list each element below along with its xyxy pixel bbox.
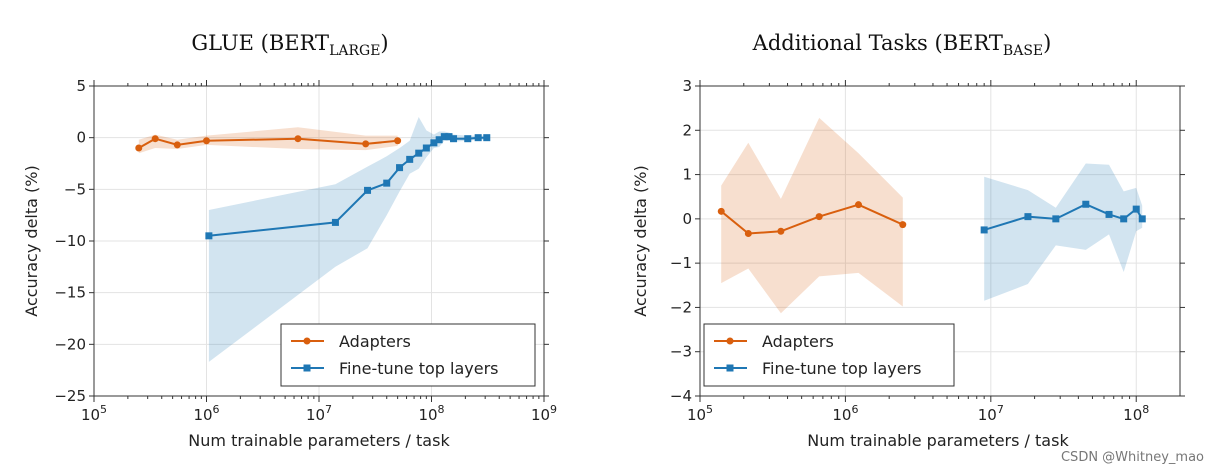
x-tick-label: 108 bbox=[1123, 403, 1149, 424]
point-finetune bbox=[435, 136, 443, 144]
band-adapters bbox=[721, 117, 903, 314]
y-tick-label: −15 bbox=[54, 284, 86, 302]
point-finetune bbox=[445, 133, 453, 141]
point-adapters bbox=[135, 144, 143, 152]
point-adapters bbox=[362, 140, 370, 148]
y-tick-label: −3 bbox=[670, 343, 692, 361]
point-finetune bbox=[980, 226, 988, 234]
legend-finetune-label: Fine-tune top layers bbox=[762, 359, 922, 378]
chart-additional-bands bbox=[721, 117, 1143, 314]
point-finetune bbox=[1138, 215, 1146, 223]
point-finetune bbox=[464, 135, 472, 143]
point-adapters bbox=[854, 201, 862, 209]
point-finetune bbox=[1105, 210, 1113, 218]
y-tick-label: 0 bbox=[76, 129, 86, 147]
point-finetune bbox=[1024, 213, 1032, 221]
line-adapters bbox=[720, 203, 904, 235]
point-finetune bbox=[396, 164, 404, 172]
legend-finetune-marker bbox=[726, 364, 734, 372]
x-tick-label: 108 bbox=[418, 403, 444, 424]
chart-additional-xlabel: Num trainable parameters / task bbox=[807, 431, 1069, 450]
x-tick-label: 107 bbox=[978, 403, 1004, 424]
y-tick-label: 0 bbox=[682, 210, 692, 228]
y-tick-label: −25 bbox=[54, 387, 86, 405]
chart-glue-legend: Adapters Fine-tune top layers bbox=[280, 323, 536, 387]
point-adapters bbox=[151, 135, 159, 143]
line-finetune bbox=[208, 135, 487, 237]
band-finetune bbox=[984, 163, 1143, 301]
point-adapters bbox=[744, 229, 752, 237]
chart-glue-xlabel: Num trainable parameters / task bbox=[188, 431, 450, 450]
legend-finetune-marker bbox=[303, 364, 311, 372]
legend-finetune-label: Fine-tune top layers bbox=[339, 359, 499, 378]
point-finetune bbox=[474, 134, 482, 142]
chart-glue-ylabel: Accuracy delta (%) bbox=[22, 165, 41, 316]
point-finetune bbox=[483, 134, 491, 142]
point-finetune bbox=[1120, 215, 1128, 223]
point-adapters bbox=[294, 135, 302, 143]
x-tick-label: 109 bbox=[531, 403, 557, 424]
point-finetune bbox=[331, 218, 339, 226]
chart-additional-ylabel: Accuracy delta (%) bbox=[631, 165, 650, 316]
point-finetune bbox=[1052, 215, 1060, 223]
point-finetune bbox=[440, 133, 448, 141]
point-finetune bbox=[430, 139, 438, 147]
y-tick-label: −10 bbox=[54, 232, 86, 250]
chart-additional-frame bbox=[699, 85, 1181, 397]
x-tick-label: 106 bbox=[832, 403, 858, 424]
y-tick-label: −20 bbox=[54, 335, 86, 353]
point-finetune bbox=[450, 135, 458, 143]
legend-adapters-marker bbox=[726, 337, 734, 345]
y-tick-label: −4 bbox=[670, 387, 692, 405]
point-finetune bbox=[1132, 205, 1140, 213]
chart-glue-title: GLUE (BERTLARGE) bbox=[191, 31, 388, 59]
legend-adapters-marker bbox=[303, 337, 311, 345]
chart-additional-legend: Adapters Fine-tune top layers bbox=[703, 323, 955, 387]
x-tick-label: 107 bbox=[306, 403, 332, 424]
y-tick-label: 5 bbox=[76, 77, 86, 95]
point-adapters bbox=[899, 221, 907, 229]
legend-adapters-label: Adapters bbox=[339, 332, 411, 351]
y-tick-label: 2 bbox=[682, 121, 692, 139]
y-tick-label: −5 bbox=[64, 180, 86, 198]
y-tick-label: 3 bbox=[682, 77, 692, 95]
point-finetune bbox=[415, 149, 423, 157]
legend-adapters-label: Adapters bbox=[762, 332, 834, 351]
point-finetune bbox=[422, 144, 430, 152]
point-adapters bbox=[815, 213, 823, 221]
point-finetune bbox=[383, 179, 391, 187]
legend-box bbox=[703, 323, 955, 387]
point-finetune bbox=[406, 155, 414, 163]
chart-glue-markers bbox=[135, 133, 491, 240]
chart-additional-tasks: Additional Tasks (BERTBASE) 3 2 1 0 −1 −2 −3 −4… bbox=[631, 31, 1185, 450]
x-tick-label: 106 bbox=[193, 403, 219, 424]
point-adapters bbox=[394, 137, 402, 145]
point-adapters bbox=[173, 141, 181, 149]
chart-additional-markers bbox=[717, 200, 1146, 237]
y-tick-label: −2 bbox=[670, 298, 692, 316]
y-tick-label: −1 bbox=[670, 254, 692, 272]
point-finetune bbox=[364, 186, 372, 194]
chart-additional-title: Additional Tasks (BERTBASE) bbox=[752, 31, 1052, 59]
point-adapters bbox=[717, 207, 725, 215]
band-finetune bbox=[208, 117, 487, 362]
point-adapters bbox=[203, 137, 210, 145]
point-adapters bbox=[777, 227, 785, 235]
x-tick-label: 105 bbox=[687, 403, 713, 424]
point-finetune bbox=[1082, 200, 1090, 208]
point-finetune bbox=[205, 232, 213, 240]
legend-box bbox=[280, 323, 536, 387]
x-tick-label: 105 bbox=[81, 403, 107, 424]
watermark: CSDN @Whitney_mao bbox=[1061, 450, 1204, 465]
y-tick-label: 1 bbox=[682, 166, 692, 184]
